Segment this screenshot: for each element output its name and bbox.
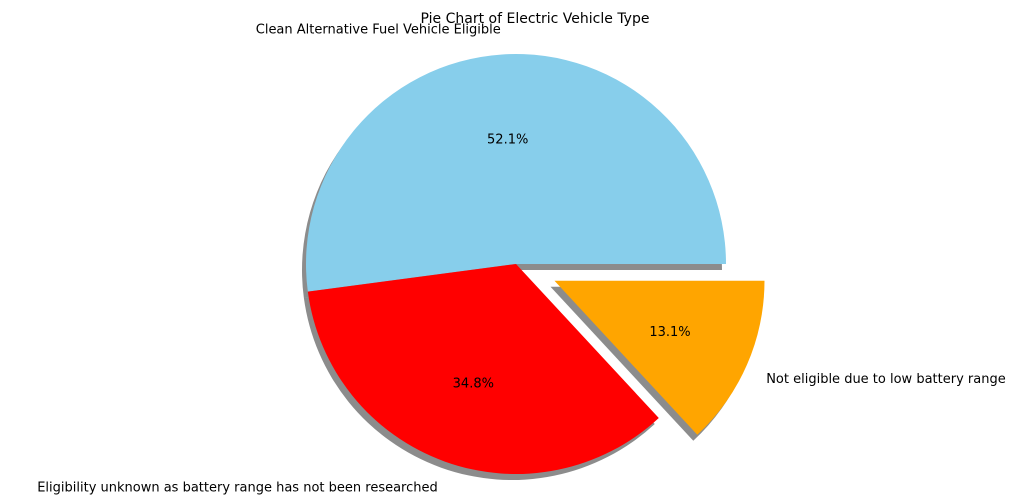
chart-title: Pie Chart of Electric Vehicle Type: [421, 11, 650, 27]
slice-label-eligibility-unknown-as-battery-range-has-not-been-researched: Eligibility unknown as battery range has…: [37, 480, 438, 495]
slice-not-eligible-due-to-low-battery-range: [554, 280, 765, 435]
percent-label-not-eligible-due-to-low-battery-range: 13.1%: [649, 325, 690, 340]
slice-eligibility-unknown-as-battery-range-has-not-been-researched: [307, 264, 659, 475]
slice-labels: Clean Alternative Fuel Vehicle Eligible E…: [37, 23, 1006, 496]
pie-slices: [306, 54, 765, 475]
percent-label-eligibility-unknown-as-battery-range-has-not-been-researched: 34.8%: [453, 377, 494, 392]
percent-label-clean-alternative-fuel-vehicle-eligible: 52.1%: [487, 132, 528, 147]
slice-label-clean-alternative-fuel-vehicle-eligible: Clean Alternative Fuel Vehicle Eligible: [256, 23, 501, 38]
slice-label-not-eligible-due-to-low-battery-range: Not eligible due to low battery range: [766, 372, 1006, 387]
percent-labels: 52.1% 34.8% 13.1%: [453, 132, 691, 391]
slice-clean-alternative-fuel-vehicle-eligible: [306, 54, 726, 292]
